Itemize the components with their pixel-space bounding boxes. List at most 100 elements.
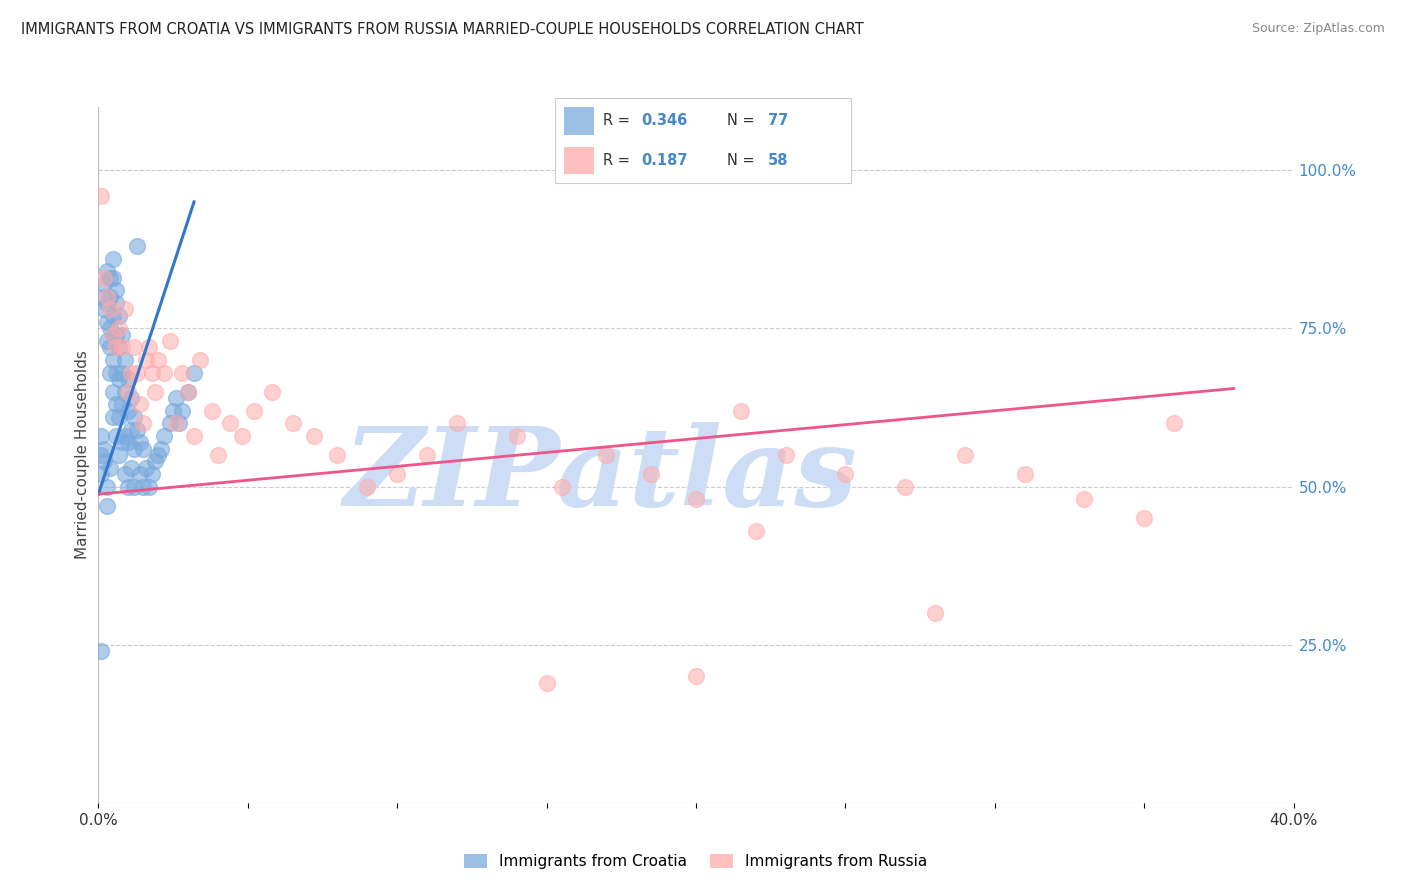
Point: [117, 384, 139, 399]
Point: [127, 239, 149, 253]
Text: ZIPatlas: ZIPatlas: [343, 422, 858, 530]
Point: [93, 454, 115, 468]
Text: IMMIGRANTS FROM CROATIA VS IMMIGRANTS FROM RUSSIA MARRIED-COUPLE HOUSEHOLDS CORR: IMMIGRANTS FROM CROATIA VS IMMIGRANTS FR…: [21, 22, 863, 37]
Point: [159, 334, 181, 348]
Point: [93, 290, 115, 304]
Point: [103, 309, 125, 323]
Point: [124, 340, 146, 354]
Point: [111, 340, 134, 354]
Point: [188, 353, 211, 368]
Point: [105, 397, 128, 411]
Legend: Immigrants from Croatia, Immigrants from Russia: Immigrants from Croatia, Immigrants from…: [458, 848, 934, 875]
Point: [1133, 511, 1156, 525]
Point: [177, 384, 200, 399]
Point: [103, 252, 125, 266]
Point: [117, 479, 139, 493]
Point: [120, 391, 142, 405]
Point: [506, 429, 529, 443]
Point: [93, 442, 115, 456]
Point: [132, 479, 155, 493]
Point: [416, 448, 439, 462]
Point: [172, 403, 194, 417]
Point: [90, 448, 112, 462]
Point: [105, 327, 128, 342]
Point: [953, 448, 976, 462]
Point: [93, 270, 115, 285]
Point: [100, 366, 122, 380]
Point: [96, 334, 118, 348]
Point: [105, 340, 128, 354]
Point: [93, 277, 115, 292]
Point: [124, 442, 146, 456]
Point: [1073, 492, 1095, 507]
Point: [105, 429, 128, 443]
Point: [141, 366, 163, 380]
Point: [172, 366, 194, 380]
Point: [143, 454, 166, 468]
Point: [114, 302, 136, 317]
Point: [117, 435, 139, 450]
Point: [100, 302, 122, 317]
Point: [550, 479, 572, 493]
Point: [595, 448, 617, 462]
Point: [111, 327, 134, 342]
Point: [114, 429, 136, 443]
Point: [143, 384, 166, 399]
Point: [96, 499, 118, 513]
Point: [129, 467, 152, 481]
Point: [117, 372, 139, 386]
Text: 77: 77: [768, 113, 789, 128]
Point: [120, 423, 142, 437]
Text: Source: ZipAtlas.com: Source: ZipAtlas.com: [1251, 22, 1385, 36]
Point: [153, 366, 176, 380]
Point: [127, 423, 149, 437]
Point: [183, 366, 205, 380]
Point: [148, 353, 170, 368]
Point: [108, 340, 131, 354]
Point: [111, 397, 134, 411]
Point: [148, 448, 170, 462]
Point: [100, 290, 122, 304]
Point: [685, 669, 707, 683]
Point: [96, 264, 118, 278]
Point: [100, 460, 122, 475]
Bar: [564, 107, 593, 135]
Point: [93, 302, 115, 317]
Point: [165, 391, 187, 405]
Point: [167, 417, 190, 431]
Point: [1014, 467, 1036, 481]
Point: [153, 429, 176, 443]
Point: [924, 606, 946, 620]
Point: [129, 435, 152, 450]
Point: [183, 429, 205, 443]
Point: [103, 327, 125, 342]
Point: [103, 384, 125, 399]
Point: [90, 188, 112, 202]
Point: [105, 366, 128, 380]
Point: [90, 429, 112, 443]
Text: R =: R =: [603, 113, 634, 128]
Point: [894, 479, 917, 493]
Point: [105, 284, 128, 298]
Point: [201, 403, 224, 417]
Point: [302, 429, 325, 443]
Point: [135, 460, 157, 475]
Point: [685, 492, 707, 507]
Point: [207, 448, 229, 462]
Point: [108, 372, 131, 386]
Text: R =: R =: [603, 153, 634, 169]
Point: [446, 417, 468, 431]
Point: [114, 353, 136, 368]
Point: [111, 366, 134, 380]
Point: [127, 366, 149, 380]
Text: N =: N =: [727, 113, 759, 128]
Point: [536, 675, 558, 690]
Point: [124, 479, 146, 493]
Point: [103, 327, 125, 342]
Point: [96, 296, 118, 310]
Point: [90, 644, 112, 658]
Point: [96, 315, 118, 329]
Point: [103, 409, 125, 424]
Point: [834, 467, 856, 481]
Point: [745, 524, 768, 538]
